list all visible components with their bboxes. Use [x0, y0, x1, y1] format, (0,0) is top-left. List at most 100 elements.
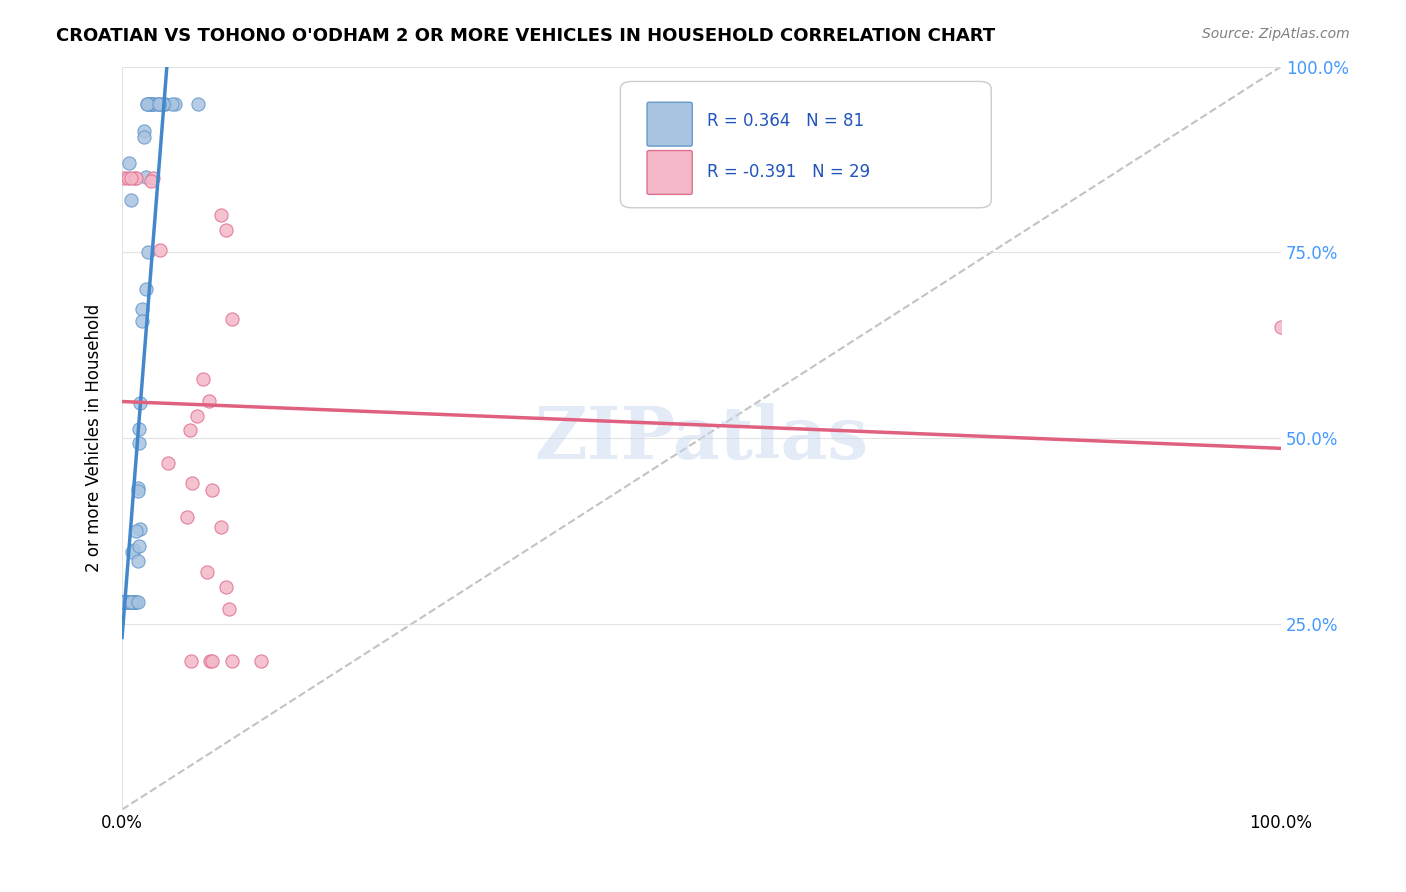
- Point: [186, 409, 208, 423]
- Point: [127, 481, 149, 495]
- Point: [114, 594, 136, 608]
- Point: [118, 156, 141, 170]
- Point: [131, 314, 153, 328]
- Point: [141, 96, 163, 111]
- Point: [117, 594, 139, 608]
- Point: [129, 522, 152, 536]
- Point: [114, 594, 136, 608]
- Point: [121, 594, 143, 608]
- Point: [114, 594, 136, 608]
- Point: [117, 594, 139, 608]
- Point: [145, 96, 167, 111]
- Point: [127, 484, 149, 499]
- Point: [124, 594, 146, 608]
- Point: [112, 594, 135, 608]
- Point: [209, 520, 232, 534]
- Point: [180, 654, 202, 668]
- Text: R = 0.364   N = 81: R = 0.364 N = 81: [707, 112, 865, 130]
- Point: [139, 174, 162, 188]
- Point: [114, 594, 136, 608]
- Point: [187, 96, 209, 111]
- Point: [141, 96, 163, 111]
- Point: [152, 96, 174, 111]
- Point: [165, 96, 187, 111]
- Point: [120, 594, 142, 608]
- FancyBboxPatch shape: [647, 103, 692, 146]
- Point: [179, 423, 201, 437]
- Point: [142, 96, 165, 111]
- Point: [218, 602, 240, 616]
- Point: [134, 124, 156, 138]
- Point: [152, 96, 174, 111]
- Point: [149, 244, 172, 258]
- Point: [128, 395, 150, 409]
- Point: [124, 594, 146, 608]
- Point: [117, 171, 139, 186]
- Point: [198, 393, 221, 408]
- Point: [157, 456, 180, 470]
- Point: [193, 371, 215, 385]
- Point: [148, 96, 170, 111]
- Point: [124, 171, 146, 186]
- Point: [121, 594, 143, 608]
- Point: [121, 545, 143, 559]
- Point: [221, 654, 243, 668]
- Point: [118, 594, 141, 608]
- Point: [136, 96, 159, 111]
- Point: [112, 594, 135, 608]
- Point: [120, 594, 142, 608]
- Point: [118, 594, 141, 608]
- Point: [124, 594, 146, 608]
- Point: [180, 475, 202, 490]
- Point: [112, 594, 135, 608]
- Point: [132, 130, 155, 145]
- Point: [249, 654, 271, 668]
- Text: Source: ZipAtlas.com: Source: ZipAtlas.com: [1202, 27, 1350, 41]
- Point: [115, 594, 138, 608]
- Point: [139, 96, 162, 111]
- Point: [118, 594, 141, 608]
- Point: [112, 594, 135, 608]
- Point: [122, 542, 145, 557]
- Point: [117, 594, 139, 608]
- Point: [141, 96, 163, 111]
- Point: [135, 169, 157, 184]
- Text: ZIPatlas: ZIPatlas: [534, 402, 869, 474]
- Point: [131, 301, 153, 316]
- Point: [215, 223, 238, 237]
- Point: [124, 594, 146, 608]
- Point: [118, 594, 141, 608]
- Point: [117, 594, 139, 608]
- Point: [120, 594, 142, 608]
- Point: [125, 524, 148, 538]
- Point: [135, 283, 157, 297]
- Text: CROATIAN VS TOHONO O'ODHAM 2 OR MORE VEHICLES IN HOUSEHOLD CORRELATION CHART: CROATIAN VS TOHONO O'ODHAM 2 OR MORE VEH…: [56, 27, 995, 45]
- Point: [118, 594, 141, 608]
- Point: [201, 654, 224, 668]
- Point: [112, 171, 135, 186]
- Point: [142, 171, 165, 186]
- Text: R = -0.391   N = 29: R = -0.391 N = 29: [707, 163, 870, 181]
- Point: [120, 171, 142, 186]
- Point: [176, 510, 198, 524]
- Point: [112, 594, 135, 608]
- Point: [117, 594, 139, 608]
- Point: [112, 594, 135, 608]
- Point: [120, 194, 142, 208]
- Point: [198, 654, 221, 668]
- Point: [120, 594, 142, 608]
- Point: [1270, 319, 1292, 334]
- Point: [148, 96, 170, 111]
- Point: [124, 594, 146, 608]
- Point: [128, 435, 150, 450]
- Point: [136, 245, 159, 260]
- Point: [112, 594, 135, 608]
- Point: [112, 594, 135, 608]
- Point: [162, 96, 184, 111]
- Point: [115, 594, 138, 608]
- FancyBboxPatch shape: [620, 81, 991, 208]
- Point: [122, 594, 145, 608]
- Point: [128, 539, 150, 553]
- Point: [148, 96, 170, 111]
- Point: [127, 594, 149, 608]
